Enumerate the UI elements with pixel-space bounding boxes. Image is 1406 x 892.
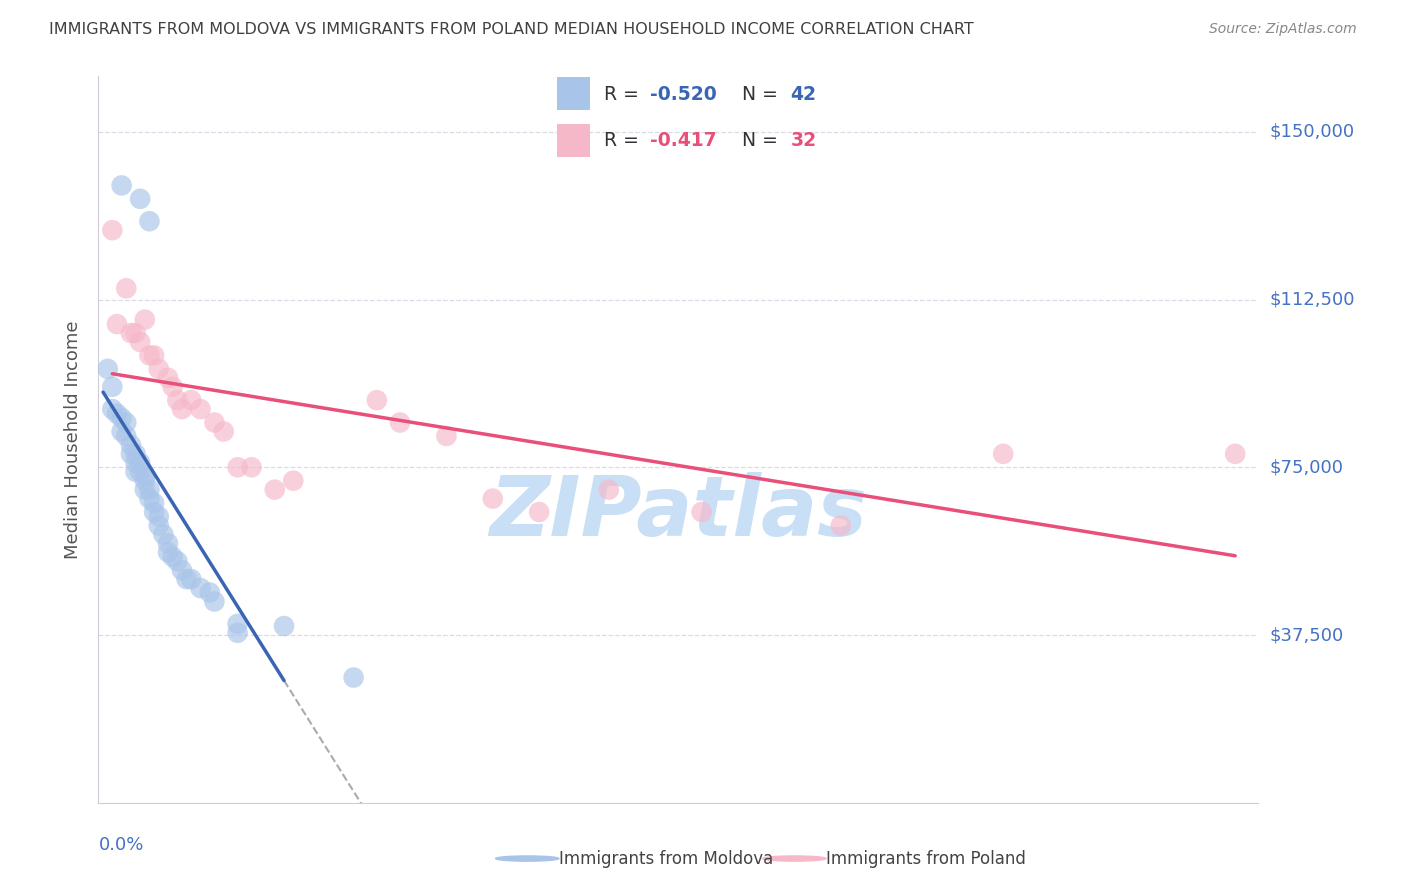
Point [134, 483, 156, 497]
Point [157, 371, 180, 385]
FancyBboxPatch shape [558, 78, 591, 110]
Point [204, 416, 226, 430]
Point [190, 581, 212, 595]
Point [115, 281, 138, 295]
Text: IMMIGRANTS FROM MOLDOVA VS IMMIGRANTS FROM POLAND MEDIAN HOUSEHOLD INCOME CORREL: IMMIGRANTS FROM MOLDOVA VS IMMIGRANTS FR… [49, 22, 974, 37]
Point [388, 416, 412, 430]
Point [366, 393, 388, 408]
Text: $37,500: $37,500 [1270, 626, 1344, 644]
Point [143, 348, 166, 362]
Point [120, 447, 142, 461]
Point [343, 671, 366, 685]
Text: R =: R = [605, 85, 645, 104]
Text: 32: 32 [790, 131, 817, 150]
Text: R =: R = [605, 131, 645, 150]
Point [129, 192, 152, 206]
Point [105, 407, 128, 421]
Point [176, 572, 198, 586]
Point [134, 474, 156, 488]
Text: -0.520: -0.520 [650, 85, 717, 104]
Point [143, 496, 166, 510]
Point [198, 585, 221, 599]
Point [111, 178, 132, 193]
Text: N =: N = [742, 131, 783, 150]
Text: $75,000: $75,000 [1270, 458, 1344, 476]
Point [226, 616, 249, 631]
Text: N =: N = [742, 85, 783, 104]
Point [162, 549, 184, 564]
Point [124, 456, 146, 470]
Point [166, 393, 188, 408]
Point [105, 317, 128, 331]
Point [152, 527, 174, 541]
Text: $150,000: $150,000 [1270, 123, 1354, 141]
Point [162, 380, 184, 394]
Point [481, 491, 505, 506]
Point [115, 416, 138, 430]
Point [993, 447, 1015, 461]
Circle shape [496, 856, 560, 861]
Text: 42: 42 [790, 85, 817, 104]
Point [204, 594, 226, 608]
Point [143, 505, 166, 519]
Point [170, 402, 193, 417]
Point [148, 509, 170, 524]
Point [120, 326, 142, 340]
Circle shape [763, 856, 827, 861]
Point [101, 380, 124, 394]
Point [212, 425, 235, 439]
Point [97, 362, 120, 376]
Point [129, 334, 152, 349]
Point [120, 438, 142, 452]
Point [101, 223, 124, 237]
Point [148, 362, 170, 376]
Point [283, 474, 305, 488]
Point [124, 326, 146, 340]
Point [273, 619, 295, 633]
Point [138, 348, 160, 362]
Point [138, 491, 160, 506]
Text: 0.0%: 0.0% [98, 836, 143, 854]
Text: Immigrants from Moldova: Immigrants from Moldova [560, 849, 773, 868]
Point [101, 402, 124, 417]
Point [190, 402, 212, 417]
Text: -0.417: -0.417 [650, 131, 716, 150]
Point [436, 429, 458, 443]
Point [529, 505, 551, 519]
Point [180, 393, 202, 408]
Point [134, 469, 156, 483]
Point [124, 447, 146, 461]
Point [598, 483, 620, 497]
Point [111, 425, 132, 439]
Point [170, 563, 193, 577]
Point [180, 572, 202, 586]
Point [157, 536, 180, 550]
Point [226, 625, 249, 640]
Y-axis label: Median Household Income: Median Household Income [65, 320, 83, 558]
Point [124, 465, 146, 479]
Point [226, 460, 249, 475]
Point [1223, 447, 1247, 461]
Point [830, 518, 852, 533]
Text: $112,500: $112,500 [1270, 291, 1355, 309]
Point [138, 214, 160, 228]
Text: Immigrants from Poland: Immigrants from Poland [827, 849, 1026, 868]
Point [263, 483, 285, 497]
Point [129, 456, 152, 470]
Text: ZIPatlas: ZIPatlas [489, 472, 868, 552]
Point [166, 554, 188, 568]
Point [690, 505, 713, 519]
Point [240, 460, 263, 475]
Point [157, 545, 180, 559]
Point [111, 411, 132, 425]
Point [148, 518, 170, 533]
Point [134, 312, 156, 326]
Point [129, 465, 152, 479]
Text: Source: ZipAtlas.com: Source: ZipAtlas.com [1209, 22, 1357, 37]
Point [115, 429, 138, 443]
FancyBboxPatch shape [558, 124, 591, 157]
Point [138, 483, 160, 497]
